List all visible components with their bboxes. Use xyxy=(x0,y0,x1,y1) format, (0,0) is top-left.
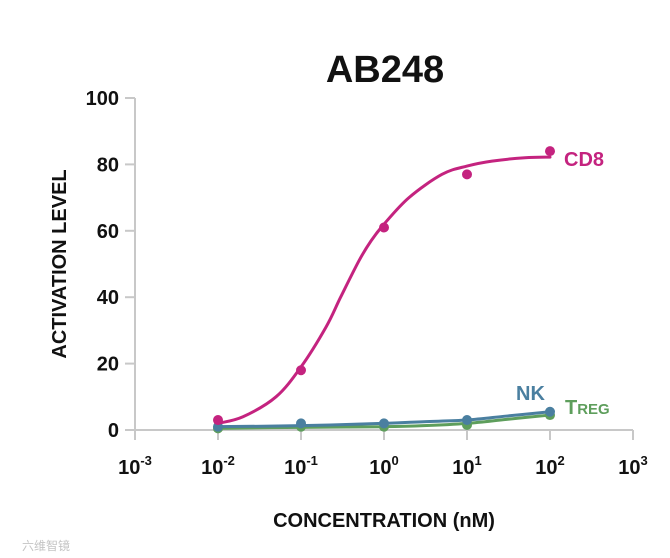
y-axis-label: ACTIVATION LEVEL xyxy=(49,169,71,358)
watermark: 六维智镜 xyxy=(22,538,70,553)
data-point-nk xyxy=(379,418,389,429)
data-point-nk xyxy=(296,418,306,429)
series-label-treg: TREG xyxy=(565,397,610,419)
data-point-cd8 xyxy=(296,365,306,376)
series-label-cd8: CD8 xyxy=(564,149,604,171)
series-line-cd8 xyxy=(216,155,552,425)
y-tick-label: 40 xyxy=(97,287,119,309)
series-label-nk: NK xyxy=(516,383,545,405)
y-tick-label: 100 xyxy=(86,88,119,110)
x-axis-label: CONCENTRATION (nM) xyxy=(273,510,495,532)
data-point-nk xyxy=(545,406,555,417)
x-tick-label: 103 xyxy=(618,453,647,479)
y-axis-ticks: 0 20 40 60 80 100 xyxy=(86,88,135,442)
y-tick-label: 80 xyxy=(97,154,119,176)
x-tick-label: 10-2 xyxy=(201,453,235,479)
chart-title: AB248 xyxy=(326,49,444,91)
y-tick-label: 0 xyxy=(108,420,119,442)
x-tick-label: 102 xyxy=(535,453,564,479)
data-point-cd8 xyxy=(379,222,389,233)
data-point-cd8 xyxy=(462,169,472,180)
x-axis-ticks: 10-3 10-2 10-1 100 101 102 103 xyxy=(118,430,648,479)
data-point-cd8 xyxy=(545,146,555,157)
y-tick-label: 60 xyxy=(97,221,119,243)
x-tick-label: 10-1 xyxy=(284,453,318,479)
x-tick-label: 10-3 xyxy=(118,453,152,479)
series-label-treg-small: REG xyxy=(577,401,610,418)
y-tick-label: 20 xyxy=(97,354,119,376)
data-point-cd8 xyxy=(213,415,223,426)
series-group xyxy=(213,146,555,434)
x-tick-label: 101 xyxy=(452,453,481,479)
series-label-treg-main: T xyxy=(565,397,577,419)
x-tick-label: 100 xyxy=(369,453,398,479)
data-point-nk xyxy=(462,415,472,426)
